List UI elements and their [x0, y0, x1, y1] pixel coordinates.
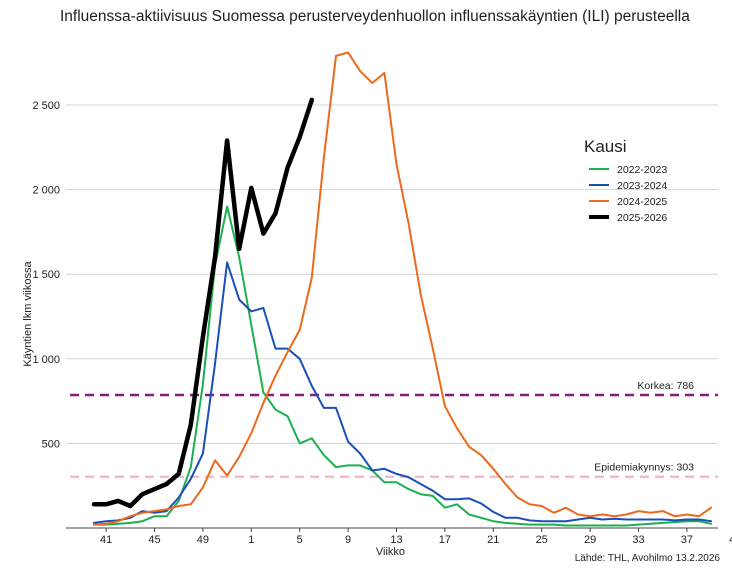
reference-lines: Korkea: 786 Epidemiakynnys: 303 — [70, 380, 718, 478]
x-tick-label: 41 — [729, 534, 732, 546]
series-lines — [91, 51, 713, 527]
x-tick-label: 21 — [487, 534, 499, 546]
series-line-2022-2023 — [93, 205, 713, 527]
y-tick-label: 1 500 — [32, 269, 60, 281]
legend-label: 2025-2026 — [617, 212, 667, 224]
x-tick-label: 17 — [439, 534, 451, 546]
source-note: Lähde: THL, Avohilmo 13.2.2026 — [574, 553, 720, 564]
x-tick-label: 1 — [248, 534, 254, 546]
gridlines — [66, 104, 718, 444]
reference-line-label: Epidemiakynnys: 303 — [594, 462, 694, 474]
x-tick-label: 49 — [197, 534, 209, 546]
legend-label: 2023-2024 — [617, 180, 667, 192]
axes: 500 1 000 1 500 2 000 2 500 41 45 49 1 5 9 13 17 21 25… — [32, 100, 732, 558]
x-tick-label: 29 — [584, 534, 596, 546]
reference-line-label: Korkea: 786 — [637, 380, 694, 392]
x-tick-label: 45 — [148, 534, 160, 546]
y-tick-label: 2 000 — [32, 185, 60, 197]
x-tick-label: 9 — [345, 534, 351, 546]
x-tick-label: 25 — [536, 534, 548, 546]
x-tick-label: 41 — [100, 534, 112, 546]
y-tick-label: 2 500 — [32, 100, 60, 112]
series-line-2023-2024 — [93, 261, 713, 524]
x-tick-label: 13 — [390, 534, 402, 546]
chart-title: Influenssa-aktiivisuus Suomessa peruster… — [60, 8, 690, 25]
series-line-2024-2025 — [93, 51, 713, 526]
y-tick-label: 500 — [42, 438, 60, 450]
legend-label: 2024-2025 — [617, 196, 667, 208]
legend-title: Kausi — [584, 137, 627, 156]
x-tick-label: 5 — [297, 534, 303, 546]
series-line-2025-2026 — [91, 97, 315, 509]
x-tick-label: 37 — [681, 534, 693, 546]
legend: Kausi 2022-2023 2023-2024 2024-2025 2025-202… — [584, 137, 667, 224]
legend-label: 2022-2023 — [617, 164, 667, 176]
y-tick-label: 1 000 — [32, 354, 60, 366]
x-tick-label: 33 — [632, 534, 644, 546]
x-axis-label: Viikko — [376, 546, 405, 558]
